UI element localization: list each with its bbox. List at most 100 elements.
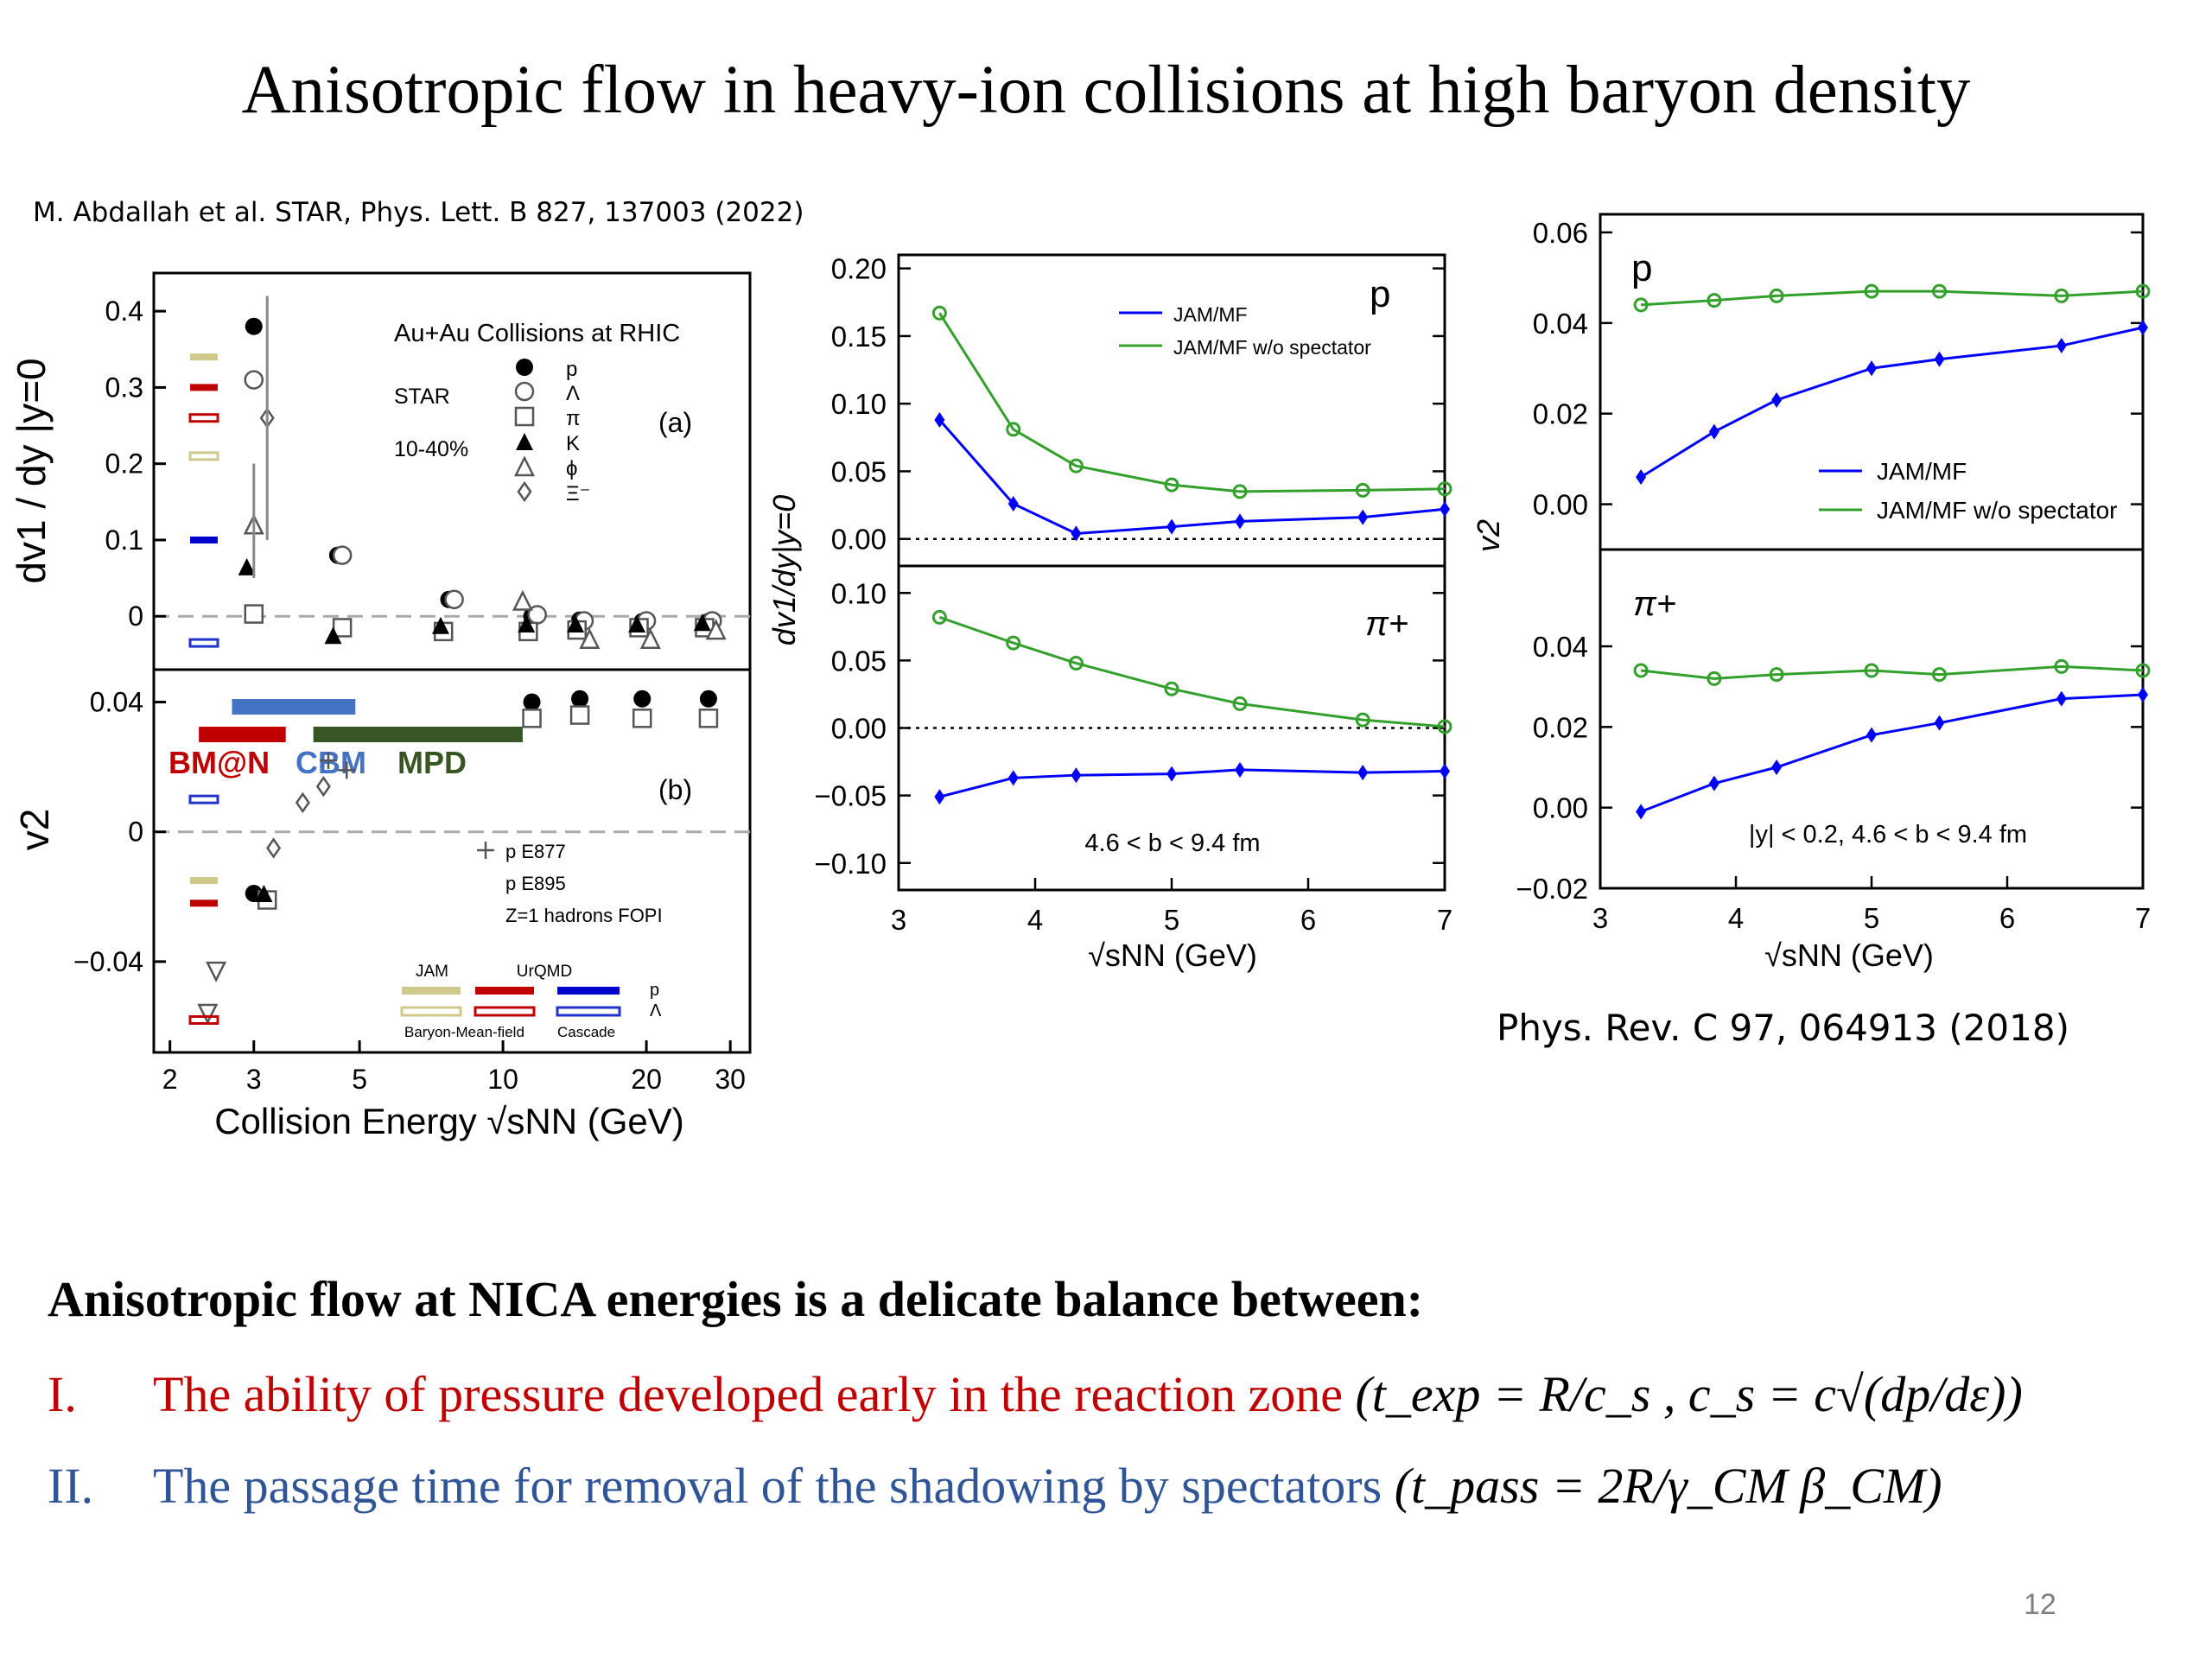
y-tick-label: −0.02 <box>1516 873 1589 905</box>
y-tick-label: 0.04 <box>90 687 143 718</box>
legend-marker <box>513 455 536 477</box>
y-tick-label: 0.04 <box>1533 631 1588 663</box>
legend-label: p <box>566 358 577 381</box>
y-tick-label: 0.3 <box>105 372 143 403</box>
data-point <box>1769 667 1784 683</box>
bullet-text: The ability of pressure developed early … <box>153 1366 1356 1422</box>
data-point-Λ <box>244 370 264 390</box>
y-tick-label: −0.04 <box>73 946 143 977</box>
legend-label: JAM/MF <box>1173 303 1248 326</box>
data-point-Λ <box>332 545 353 565</box>
model-legend-swatch <box>400 1006 462 1017</box>
facility-bar-BM@N <box>199 727 286 742</box>
data-point-π <box>332 618 353 638</box>
data-point <box>2138 320 2148 336</box>
x-tick-label: 5 <box>1864 902 1879 934</box>
x-tick-label: 7 <box>1437 904 1452 936</box>
centrality-label: 10-40% <box>394 437 468 461</box>
data-point-K <box>693 613 711 632</box>
data-point <box>1932 283 1947 299</box>
bullet-formula: (t_pass = 2R/γ_CM β_CM) <box>1394 1458 1942 1514</box>
y-tick-label: 0.00 <box>1533 792 1588 824</box>
model-bar <box>190 536 218 543</box>
data-point-K <box>518 615 536 633</box>
data-point-π <box>632 709 652 728</box>
model-legend-swatch <box>557 987 620 995</box>
y-tick-label: 0.2 <box>105 448 143 480</box>
citation-jam: Phys. Rev. C 97, 064913 (2018) <box>1497 1007 2069 1049</box>
x-axis-label: √sNN (GeV) <box>1764 938 1934 973</box>
legend-label: JAM/MF w/o spectator <box>1173 336 1371 359</box>
x-tick-label: 5 <box>352 1064 367 1095</box>
data-point-p <box>699 690 717 708</box>
data-point <box>1071 767 1082 784</box>
x-tick-label: 7 <box>2135 902 2151 934</box>
data-point <box>1232 484 1248 499</box>
data-point <box>1357 509 1369 525</box>
citation-star: M. Abdallah et al. STAR, Phys. Lett. B 8… <box>33 197 804 228</box>
model-legend-bottom: Baryon-Mean-field <box>404 1024 524 1040</box>
data-point <box>1934 351 1945 367</box>
data-point <box>1866 360 1877 377</box>
bullet-pressure: I. The ability of pressure developed earl… <box>48 1365 2023 1423</box>
panel-label: (a) <box>658 407 692 438</box>
x-tick-label: 3 <box>891 904 906 936</box>
data-point-E895 <box>315 775 331 798</box>
data-point <box>1437 481 1452 497</box>
data-point-π <box>244 604 264 624</box>
data-point <box>1866 727 1877 743</box>
data-point <box>1235 761 1245 778</box>
data-point-FOPI <box>206 961 227 982</box>
model-legend-bottom: Cascade <box>557 1024 615 1040</box>
data-point-π <box>569 705 590 725</box>
facility-label-MPD: MPD <box>397 745 467 780</box>
bullet-passage: II. The passage time for removal of the s… <box>48 1457 1942 1515</box>
data-point-π <box>698 709 719 728</box>
model-bar <box>190 877 218 885</box>
data-point <box>2138 687 2148 702</box>
data-point-E895 <box>266 837 282 859</box>
particle-label: p <box>1370 273 1390 315</box>
y-tick-label: 0.4 <box>105 296 143 327</box>
facility-bar-CBM <box>232 699 356 715</box>
legend-label: Λ <box>566 382 580 405</box>
y-tick-label: 0.15 <box>831 321 887 353</box>
y-axis-label: v2 <box>1471 519 1506 552</box>
data-point <box>1232 696 1248 711</box>
data-point <box>1440 501 1450 518</box>
data-point <box>934 411 945 428</box>
x-tick-label: 4 <box>1728 902 1744 934</box>
legend-label: Ξ⁻ <box>566 482 590 505</box>
data-point <box>1771 391 1783 408</box>
data-point <box>2135 663 2151 678</box>
y-axis-label: v2 <box>12 809 57 851</box>
x-tick-label: 5 <box>1164 904 1179 936</box>
y-tick-label: 0.00 <box>831 524 887 556</box>
data-point <box>934 789 945 805</box>
data-point <box>1771 760 1783 775</box>
data-point <box>1636 804 1647 820</box>
data-point-E877 <box>338 761 356 779</box>
data-point <box>931 305 947 321</box>
legend-label: JAM/MF w/o spectator <box>1877 497 2118 524</box>
data-point <box>1355 482 1370 498</box>
data-point-K <box>324 626 342 645</box>
slide-title: Anisotropic flow in heavy-ion collisions… <box>241 53 1971 128</box>
series-line-JAM/MF w/o spectator <box>1640 664 2144 680</box>
y-tick-label: 0.10 <box>831 388 887 420</box>
x-tick-label: 6 <box>1300 904 1316 936</box>
y-tick-label: 0.1 <box>105 524 143 556</box>
y-tick-label: 0 <box>128 601 143 632</box>
data-point-ϕ <box>705 619 727 640</box>
panel-label: (b) <box>658 774 692 805</box>
data-point <box>2135 283 2151 299</box>
data-point <box>2054 658 2069 674</box>
data-point-K <box>628 615 646 633</box>
data-point <box>1633 297 1649 313</box>
bullet-number: I. <box>48 1366 77 1422</box>
x-tick-label: 30 <box>715 1064 746 1095</box>
data-point-p <box>245 317 263 335</box>
data-point <box>1164 477 1179 493</box>
data-point-K <box>255 885 273 903</box>
facility-label-BM@N: BM@N <box>168 745 270 780</box>
